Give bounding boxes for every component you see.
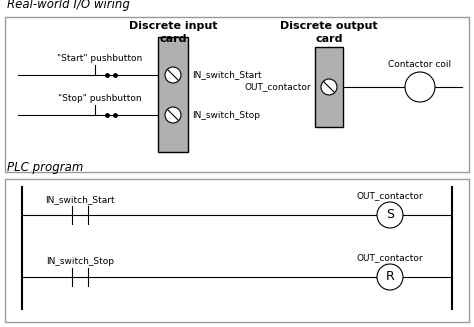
Bar — [5, 179, 469, 322]
Text: Discrete output: Discrete output — [280, 21, 378, 31]
Text: S: S — [386, 209, 394, 221]
Text: "Stop" pushbutton: "Stop" pushbutton — [58, 94, 142, 103]
Circle shape — [377, 202, 403, 228]
Circle shape — [165, 67, 181, 83]
Circle shape — [405, 72, 435, 102]
Text: Contactor coil: Contactor coil — [388, 60, 452, 69]
Text: card: card — [315, 34, 343, 44]
Text: "Start" pushbutton: "Start" pushbutton — [57, 54, 143, 63]
Circle shape — [321, 79, 337, 95]
Text: OUT_contactor: OUT_contactor — [357, 253, 423, 262]
Text: PLC program: PLC program — [7, 161, 83, 174]
Text: OUT_contactor: OUT_contactor — [245, 82, 311, 92]
Text: IN_switch_Stop: IN_switch_Stop — [192, 111, 260, 119]
Text: IN_switch_Start: IN_switch_Start — [192, 71, 262, 79]
Circle shape — [165, 107, 181, 123]
Text: Discrete input: Discrete input — [129, 21, 217, 31]
Bar — [315, 47, 343, 127]
Text: R: R — [386, 270, 394, 284]
Bar — [5, 17, 469, 172]
Circle shape — [377, 264, 403, 290]
Text: IN_switch_Start: IN_switch_Start — [45, 195, 115, 204]
Bar — [158, 37, 188, 152]
Text: IN_switch_Stop: IN_switch_Stop — [46, 257, 114, 266]
Text: card: card — [159, 34, 187, 44]
Text: Real-world I/O wiring: Real-world I/O wiring — [7, 0, 130, 11]
Text: OUT_contactor: OUT_contactor — [357, 191, 423, 200]
